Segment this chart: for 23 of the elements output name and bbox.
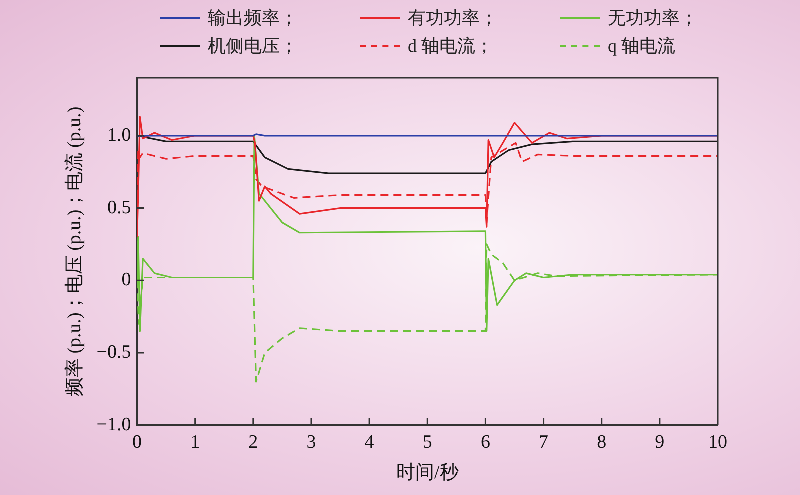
- y-tick-label: 1.0: [108, 124, 132, 146]
- x-tick-label: 10: [708, 432, 728, 453]
- x-tick-label: 9: [655, 432, 665, 453]
- legend-label: 输出频率；: [208, 7, 298, 30]
- legend-label: 机侧电压；: [208, 35, 298, 58]
- x-tick-label: 6: [480, 432, 490, 453]
- y-tick-label: −1.0: [96, 414, 132, 436]
- legend-label: 无功功率；: [608, 7, 698, 30]
- x-tick-label: 1: [190, 432, 200, 453]
- x-tick-label: 8: [597, 432, 607, 453]
- y-tick-label: 0: [122, 270, 132, 291]
- y-tick-label: −0.5: [96, 342, 132, 364]
- x-axis-title: 时间/秒: [396, 462, 459, 484]
- legend-label: q 轴电流: [608, 35, 676, 58]
- x-tick-label: 2: [248, 432, 258, 453]
- legend-label: 有功功率；: [408, 7, 498, 30]
- x-tick-label: 5: [422, 432, 432, 453]
- y-tick-label: 0.5: [108, 197, 132, 218]
- y-axis-title: 频率 (p.u.)；电压 (p.u.)；电流 (p.u.): [63, 106, 86, 397]
- x-tick-label: 3: [306, 432, 316, 453]
- x-tick-label: 4: [364, 432, 375, 453]
- legend-label: d 轴电流；: [408, 35, 494, 58]
- x-tick-label: 7: [539, 432, 549, 453]
